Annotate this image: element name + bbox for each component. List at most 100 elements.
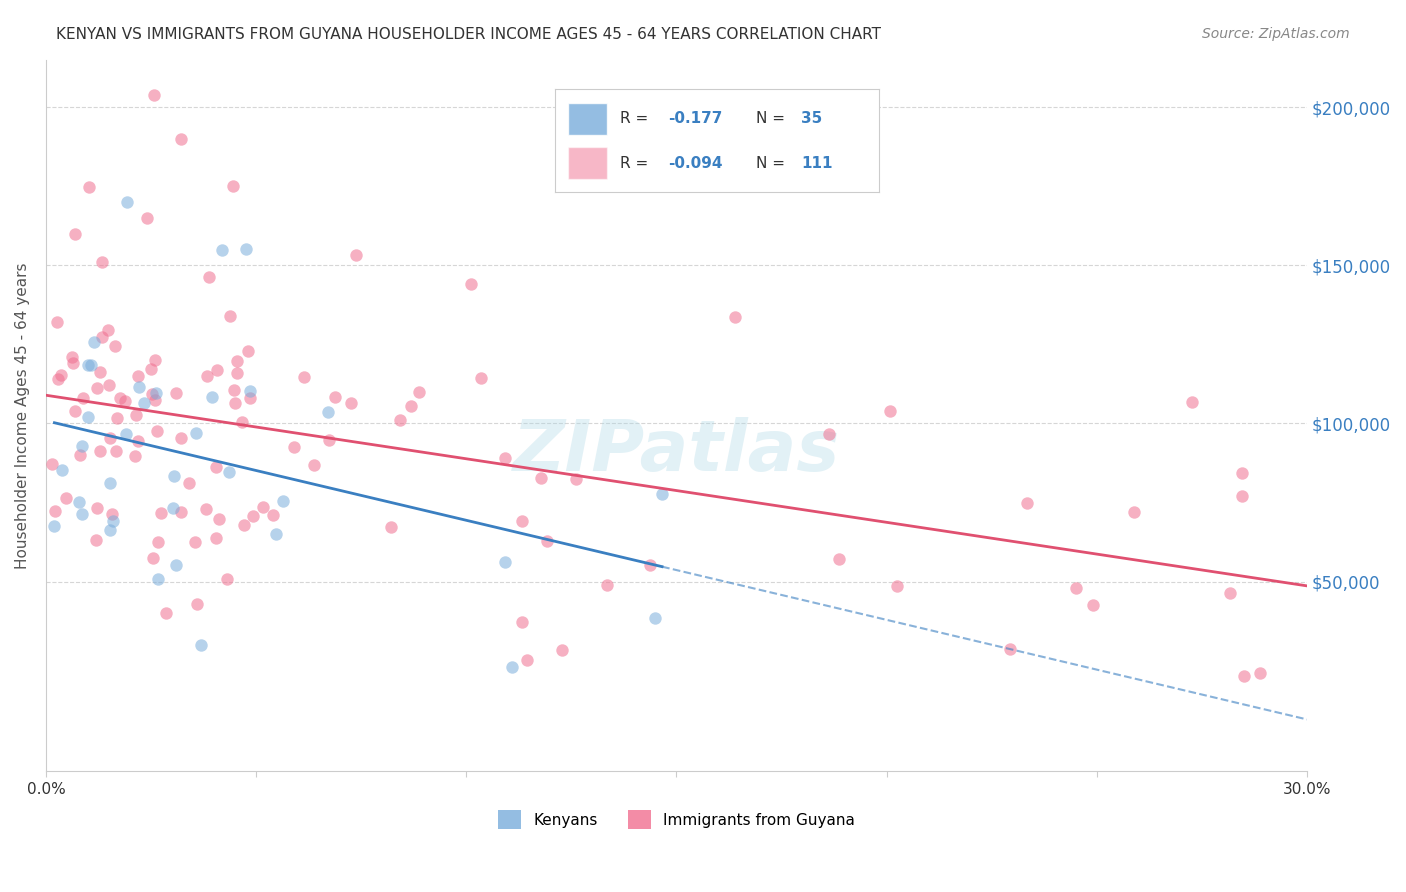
Point [264, 527, 287, 541]
Point [162, 500, 184, 515]
Point [105, 411, 128, 425]
Point [186, 597, 208, 611]
Point [218, 310, 240, 324]
Legend: Kenyans, Immigrants from Guyana: Kenyans, Immigrants from Guyana [492, 804, 860, 835]
Point [344, 248, 367, 262]
Point [233, 518, 256, 533]
Point [45, 315, 67, 329]
Point [510, 615, 533, 630]
Point [388, 413, 411, 427]
Point [97, 378, 120, 392]
Point [222, 383, 245, 397]
Point [41, 457, 63, 471]
Point [49, 368, 72, 382]
Point [124, 449, 146, 463]
Point [139, 361, 162, 376]
Point [76, 410, 98, 425]
Point [142, 551, 165, 566]
Point [231, 415, 253, 429]
Point [1015, 496, 1038, 510]
Point [651, 487, 673, 501]
Point [89, 365, 111, 379]
Point [724, 310, 747, 324]
Point [150, 506, 173, 520]
Point [165, 386, 187, 401]
Point [163, 468, 186, 483]
Point [1232, 466, 1254, 480]
Point [46, 372, 69, 386]
Point [114, 427, 136, 442]
FancyBboxPatch shape [568, 103, 607, 136]
Point [460, 277, 482, 291]
Point [177, 476, 200, 491]
Text: R =: R = [620, 112, 654, 127]
Point [89, 443, 111, 458]
Point [235, 243, 257, 257]
Point [198, 270, 221, 285]
Text: -0.094: -0.094 [669, 155, 723, 170]
Point [141, 387, 163, 401]
Point [184, 535, 207, 549]
Point [72, 439, 94, 453]
Point [283, 440, 305, 454]
Point [596, 578, 619, 592]
Point [84, 533, 107, 547]
Point [117, 194, 139, 209]
Point [1064, 581, 1087, 595]
Point [169, 431, 191, 445]
Text: -0.177: -0.177 [669, 112, 723, 127]
Point [127, 369, 149, 384]
Point [184, 425, 207, 440]
Point [104, 444, 127, 458]
Point [108, 391, 131, 405]
Point [1230, 489, 1253, 503]
Point [530, 471, 553, 485]
Point [86, 380, 108, 394]
Point [1219, 585, 1241, 599]
Text: R =: R = [620, 155, 654, 170]
Point [146, 535, 169, 549]
Point [204, 459, 226, 474]
Point [127, 434, 149, 448]
Point [62, 356, 84, 370]
Point [217, 572, 239, 586]
Point [194, 502, 217, 516]
Point [195, 368, 218, 383]
Point [318, 434, 340, 448]
Point [44, 518, 66, 533]
Text: N =: N = [756, 112, 790, 127]
Point [1081, 598, 1104, 612]
Point [226, 354, 249, 368]
Point [205, 363, 228, 377]
Point [132, 396, 155, 410]
Point [145, 386, 167, 401]
Point [239, 391, 262, 405]
Point [101, 514, 124, 528]
Point [224, 396, 246, 410]
Point [98, 476, 121, 491]
Text: N =: N = [756, 155, 790, 170]
Point [190, 638, 212, 652]
Point [155, 606, 177, 620]
Point [170, 505, 193, 519]
Point [142, 87, 165, 102]
FancyBboxPatch shape [568, 146, 607, 179]
Point [98, 523, 121, 537]
Point [1000, 641, 1022, 656]
Point [565, 472, 588, 486]
Point [77, 180, 100, 194]
Point [208, 512, 231, 526]
Point [273, 493, 295, 508]
Point [97, 323, 120, 337]
Point [72, 507, 94, 521]
Point [1249, 665, 1271, 680]
Point [51, 463, 73, 477]
Point [63, 404, 86, 418]
Point [90, 255, 112, 269]
Point [238, 344, 260, 359]
Point [252, 500, 274, 514]
Point [72, 391, 94, 405]
Point [86, 501, 108, 516]
Point [242, 509, 264, 524]
Point [879, 403, 901, 417]
